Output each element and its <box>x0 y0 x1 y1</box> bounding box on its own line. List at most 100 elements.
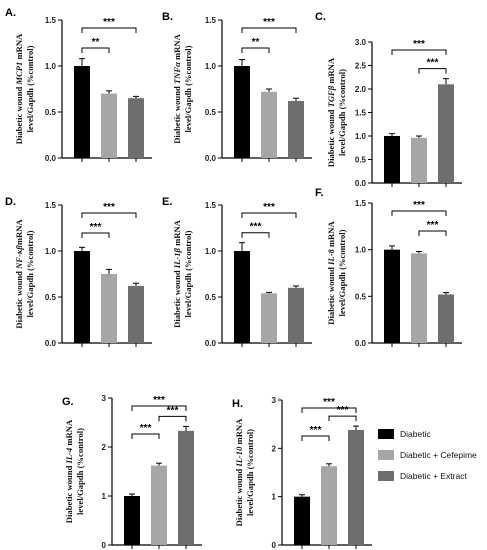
y-tick-label: 1.0 <box>45 247 57 256</box>
bar-2 <box>101 274 117 343</box>
y-tick-label: 2.5 <box>355 62 367 71</box>
significance-bracket <box>131 433 160 439</box>
significance-label: *** <box>103 202 115 213</box>
panel-label: H. <box>232 398 243 410</box>
bar-3 <box>128 98 144 158</box>
y-tick-label: 1.0 <box>205 247 217 256</box>
y-tick-label: 0 <box>102 541 107 550</box>
bar-1 <box>384 249 400 343</box>
significance-bracket <box>301 407 357 413</box>
y-tick-label: 2 <box>102 443 107 452</box>
panel-label: B. <box>162 11 173 23</box>
significance-label: ** <box>252 37 260 48</box>
y-tick-label: 3 <box>102 394 107 403</box>
y-tick-label: 1 <box>272 493 277 502</box>
y-tick-label: 1.5 <box>355 199 367 208</box>
legend-entry: Diabetic + Extract <box>400 471 467 481</box>
bar-3 <box>438 84 454 183</box>
significance-bracket <box>241 47 270 53</box>
y-tick-label: 0.5 <box>205 293 217 302</box>
bar-2 <box>411 137 427 183</box>
bar-2 <box>151 465 167 545</box>
significance-label: *** <box>413 39 425 50</box>
y-axis-label-line1: Diabetic wound IL-1β mRNA <box>172 219 182 328</box>
y-axis-label-line2: level/Gapdh (%control) <box>25 45 35 132</box>
significance-label: *** <box>167 405 179 416</box>
panel-f: F. 0.0 0.5 1.0 1.5 ****** Diabetic wound IL-8 … <box>315 187 462 348</box>
legend-entry: Diabetic + Cefepime <box>400 450 477 460</box>
y-tick-label: 0 <box>272 541 277 550</box>
significance-label: *** <box>337 405 349 416</box>
significance-bracket <box>418 68 447 74</box>
bar-3 <box>348 429 364 545</box>
bar-2 <box>261 293 277 343</box>
panel-e: E. 0.0 0.5 1.0 1.5 ****** Diabetic wound IL-1β… <box>162 196 312 348</box>
y-tick-label: 2.0 <box>355 85 367 94</box>
significance-bracket <box>131 405 187 411</box>
y-axis-label-line1: Diabetic wound TNFα mRNA <box>172 33 182 143</box>
y-tick-label: 0.0 <box>205 339 217 348</box>
y-axis-label-line2: level/Gapdh (%control) <box>75 428 85 515</box>
panel-c: C. 0.0 0.5 1.0 1.5 2.0 2.5 3.0 ****** Diabetic wo… <box>315 11 462 188</box>
y-tick-label: 0.5 <box>355 156 367 165</box>
legend-swatch <box>378 450 394 460</box>
y-axis-label-line2: level/Gapdh (%control) <box>337 229 347 316</box>
y-tick-label: 3 <box>272 396 277 405</box>
panel-a: A. 0.0 0.5 1.0 1.5 ***** Diabetic wound MCP1 m… <box>5 7 152 163</box>
y-tick-label: 0.5 <box>45 293 57 302</box>
significance-label: *** <box>323 397 335 408</box>
y-tick-label: 1.5 <box>355 109 367 118</box>
significance-label: *** <box>140 423 152 434</box>
bar-3 <box>288 100 304 158</box>
y-axis-label-line2: level/Gapdh (%control) <box>183 230 193 317</box>
y-tick-label: 0.0 <box>355 339 367 348</box>
y-tick-label: 1.5 <box>45 201 57 210</box>
significance-bracket <box>158 415 187 422</box>
bar-1 <box>74 66 90 158</box>
bar-3 <box>438 294 454 343</box>
significance-bracket <box>81 27 137 33</box>
legend-swatch <box>378 471 394 481</box>
y-tick-label: 0.0 <box>45 339 57 348</box>
bar-2 <box>261 91 277 158</box>
significance-bracket <box>81 47 110 53</box>
significance-label: *** <box>153 395 165 406</box>
y-axis-label-line1: Diabetic wound IL-4 mRNA <box>64 419 74 523</box>
y-tick-label: 1.0 <box>45 62 57 71</box>
y-axis-label-line2: level/Gapdh (%control) <box>25 230 35 317</box>
significance-label: *** <box>427 58 439 69</box>
bar-1 <box>234 251 250 343</box>
panel-b: B. 0.0 0.5 1.0 1.5 ***** Diabetic wound TNFα m… <box>162 11 312 163</box>
bar-3 <box>178 430 194 545</box>
y-axis-label-line1: Diabetic wound IL-10 mRNA <box>234 418 244 526</box>
significance-label: ** <box>92 37 100 48</box>
bar-3 <box>128 285 144 343</box>
y-tick-label: 0.5 <box>45 108 57 117</box>
bar-2 <box>101 93 117 158</box>
panel-label: G. <box>62 396 74 408</box>
y-axis-label-line1: Diabetic wound TGFβ mRNA <box>326 57 336 167</box>
significance-bracket <box>81 232 110 238</box>
significance-bracket <box>328 415 357 422</box>
significance-label: *** <box>263 17 275 28</box>
y-tick-label: 1.0 <box>205 62 217 71</box>
panel-d: D. 0.0 0.5 1.0 1.5 ****** Diabetic wound NF-κβ… <box>5 196 152 348</box>
y-tick-label: 3.0 <box>355 38 367 47</box>
panel-label: F. <box>315 187 324 199</box>
significance-bracket <box>241 212 297 218</box>
y-tick-label: 1.0 <box>355 246 367 255</box>
significance-label: *** <box>427 220 439 231</box>
significance-bracket <box>241 27 297 33</box>
significance-label: *** <box>90 222 102 233</box>
significance-label: *** <box>103 17 115 28</box>
panel-label: E. <box>162 196 172 208</box>
significance-bracket <box>81 212 137 218</box>
y-axis-label-line1: Diabetic wound IL-8 mRNA <box>326 221 336 325</box>
legend-entry: Diabetic <box>400 429 431 439</box>
significance-label: *** <box>263 202 275 213</box>
y-tick-label: 1.5 <box>45 16 57 25</box>
significance-bracket <box>301 435 330 441</box>
y-axis-label-line2: level/Gapdh (%control) <box>337 69 347 156</box>
